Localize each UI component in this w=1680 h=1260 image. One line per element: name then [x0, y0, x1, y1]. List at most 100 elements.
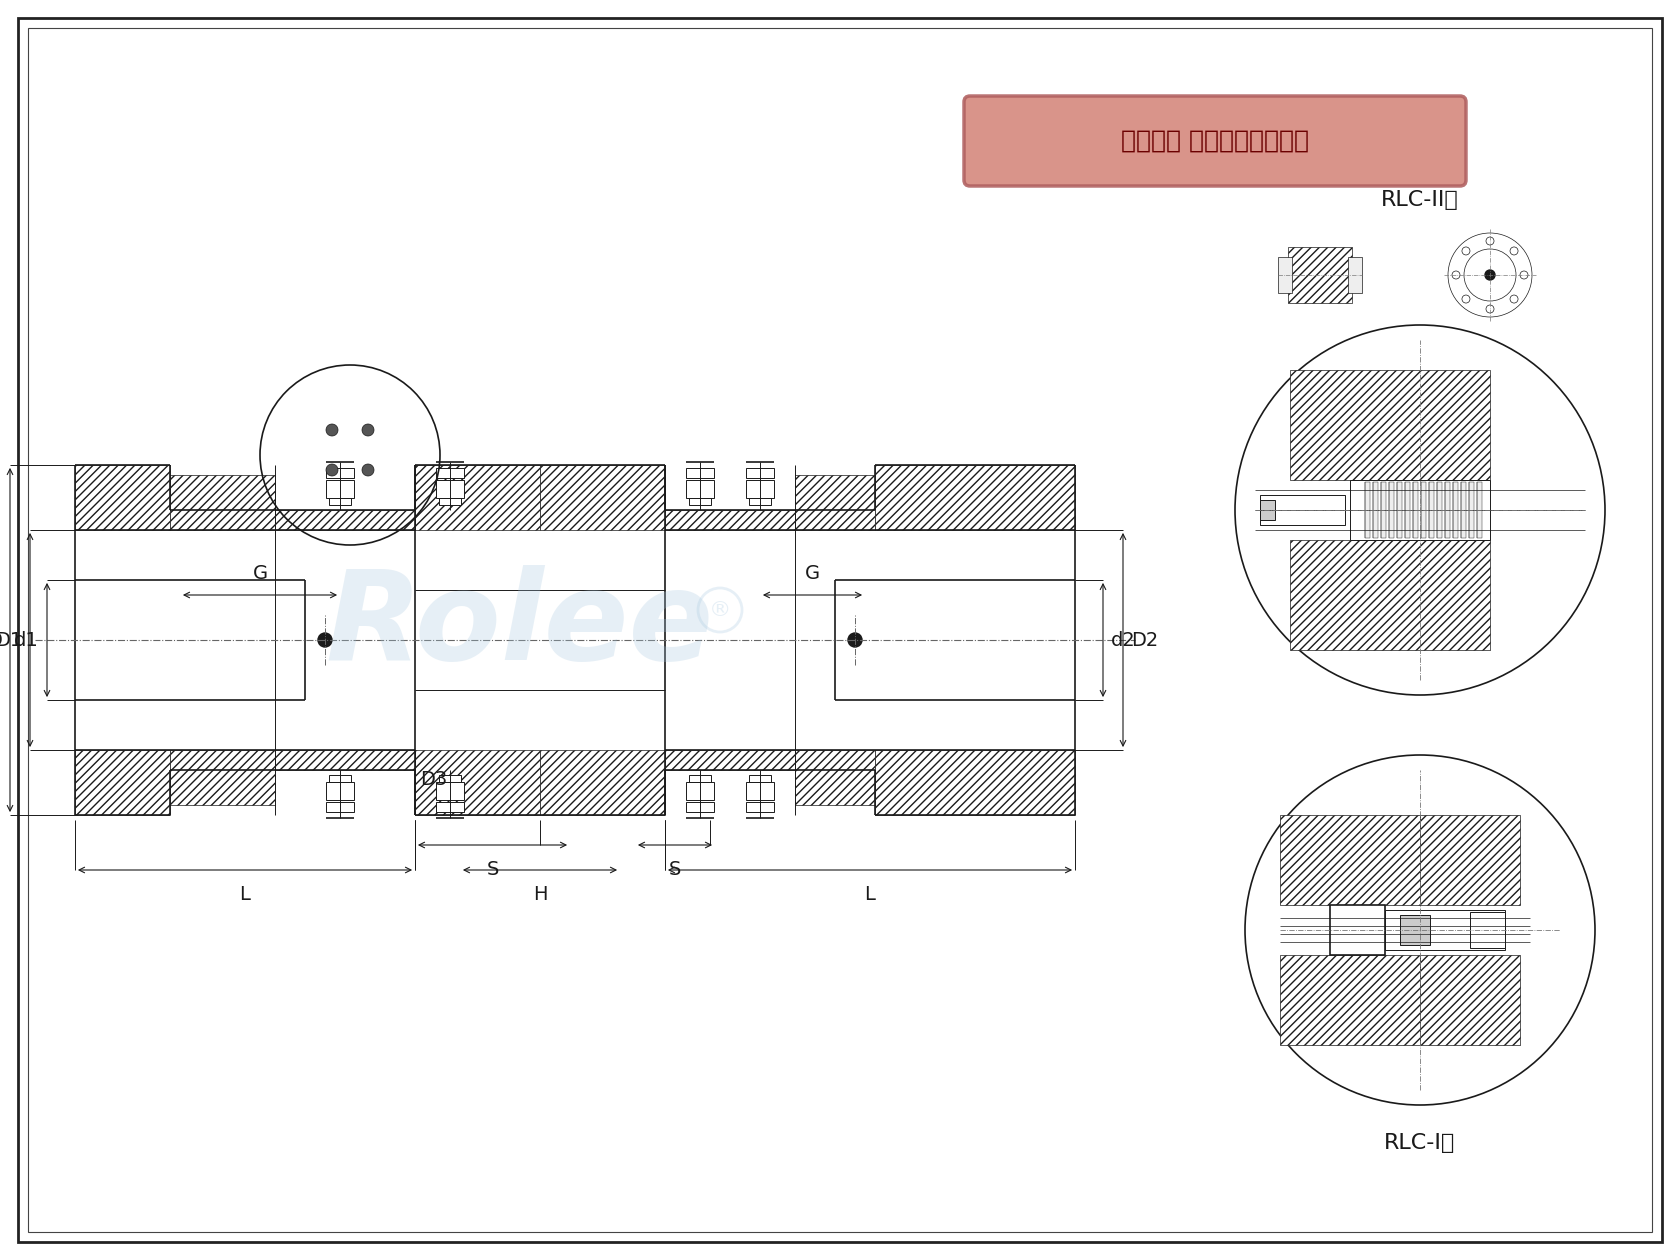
Bar: [875, 750, 1075, 815]
Bar: [1381, 483, 1386, 538]
Text: 版权所有 侵权必被严厉追究: 版权所有 侵权必被严厉追究: [1121, 129, 1309, 152]
Text: G: G: [805, 564, 820, 583]
Bar: [1453, 483, 1458, 538]
Bar: [539, 465, 665, 530]
Circle shape: [326, 425, 338, 436]
Bar: [326, 480, 354, 498]
Bar: [1260, 500, 1275, 520]
Bar: [329, 483, 349, 498]
Bar: [326, 803, 354, 811]
Bar: [438, 498, 460, 505]
Bar: [1351, 480, 1490, 541]
Bar: [438, 775, 460, 782]
Bar: [1398, 483, 1403, 538]
Bar: [437, 467, 464, 478]
Bar: [329, 498, 351, 505]
Bar: [1260, 495, 1346, 525]
Bar: [1290, 370, 1490, 480]
Bar: [746, 480, 774, 498]
Bar: [685, 803, 714, 811]
Bar: [1413, 483, 1418, 538]
Bar: [1468, 483, 1473, 538]
Bar: [76, 465, 170, 530]
Bar: [329, 775, 351, 782]
Bar: [685, 467, 714, 478]
Text: D2: D2: [1131, 630, 1158, 649]
Bar: [749, 483, 769, 498]
Bar: [1289, 247, 1352, 302]
Bar: [437, 803, 464, 811]
Bar: [1462, 483, 1467, 538]
Bar: [276, 510, 415, 530]
FancyBboxPatch shape: [964, 96, 1467, 186]
Circle shape: [326, 464, 338, 476]
Text: d2: d2: [1110, 630, 1136, 649]
Bar: [665, 750, 795, 770]
Text: L: L: [240, 885, 250, 903]
Bar: [749, 498, 771, 505]
Bar: [1445, 483, 1450, 538]
Bar: [276, 750, 415, 770]
Circle shape: [1485, 270, 1495, 280]
Text: G: G: [252, 564, 267, 583]
Bar: [1280, 815, 1420, 905]
Text: H: H: [533, 885, 548, 903]
Bar: [1430, 483, 1435, 538]
Bar: [690, 782, 711, 798]
Text: RLC-II型: RLC-II型: [1381, 190, 1458, 210]
Text: d1: d1: [13, 630, 39, 649]
Bar: [749, 775, 771, 782]
Bar: [1420, 815, 1520, 905]
Bar: [1421, 483, 1426, 538]
Bar: [539, 750, 665, 815]
Bar: [746, 782, 774, 800]
Text: D: D: [0, 630, 2, 649]
Text: S: S: [669, 861, 680, 879]
Bar: [749, 782, 769, 798]
Bar: [1384, 910, 1505, 950]
Bar: [690, 483, 711, 498]
Bar: [1280, 955, 1420, 1045]
Bar: [1389, 483, 1394, 538]
Bar: [1278, 257, 1292, 294]
Bar: [326, 467, 354, 478]
Text: ®: ®: [709, 600, 731, 620]
Circle shape: [848, 633, 862, 646]
Bar: [1404, 483, 1410, 538]
Bar: [795, 475, 875, 530]
Bar: [1399, 915, 1430, 945]
Bar: [689, 775, 711, 782]
Text: RLC-I型: RLC-I型: [1384, 1133, 1455, 1153]
Bar: [746, 803, 774, 811]
Bar: [1290, 541, 1490, 650]
Text: Rolee: Rolee: [326, 564, 714, 685]
Bar: [1347, 257, 1362, 294]
Bar: [415, 750, 539, 815]
Bar: [685, 782, 714, 800]
Bar: [1366, 483, 1369, 538]
Bar: [1420, 955, 1520, 1045]
Bar: [170, 750, 276, 805]
Bar: [875, 465, 1075, 530]
Bar: [665, 510, 795, 530]
Bar: [1436, 483, 1441, 538]
Text: D1: D1: [0, 630, 22, 649]
Bar: [795, 750, 875, 805]
Bar: [440, 483, 460, 498]
Bar: [1373, 483, 1378, 538]
Text: L: L: [865, 885, 875, 903]
Bar: [746, 467, 774, 478]
Bar: [1470, 912, 1505, 948]
Bar: [437, 480, 464, 498]
Bar: [689, 498, 711, 505]
Bar: [1477, 483, 1482, 538]
Text: D3: D3: [420, 770, 447, 789]
Circle shape: [361, 425, 375, 436]
Bar: [76, 750, 170, 815]
Circle shape: [318, 633, 333, 646]
Bar: [415, 465, 539, 530]
Bar: [329, 782, 349, 798]
Bar: [1331, 905, 1384, 955]
Bar: [326, 782, 354, 800]
Text: S: S: [486, 861, 499, 879]
